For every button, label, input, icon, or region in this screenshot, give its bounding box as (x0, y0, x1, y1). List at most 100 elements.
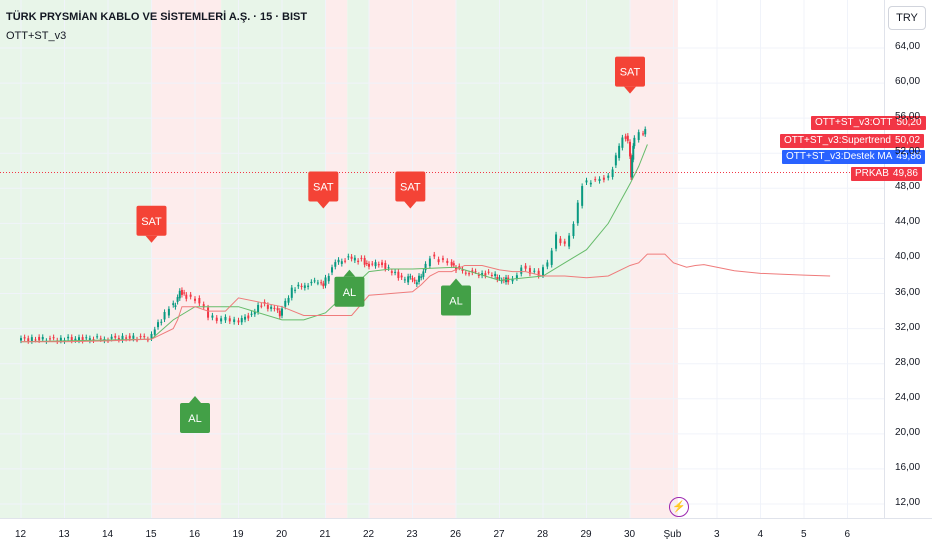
candle-body (294, 289, 297, 291)
candle-body (273, 307, 276, 309)
x-tick-label: 21 (319, 529, 331, 540)
candle-body (284, 300, 287, 307)
candle-body (618, 145, 621, 159)
candle-body (139, 336, 142, 338)
y-tick-label: 40,00 (895, 251, 921, 263)
y-tick-label: 64,00 (895, 41, 921, 52)
y-tick-label: 28,00 (895, 356, 921, 368)
candle-body (70, 337, 73, 341)
candle-body (471, 270, 474, 273)
currency-button[interactable]: TRY (888, 6, 926, 30)
candle-body (52, 337, 55, 339)
candle-body (611, 169, 614, 177)
candle-body (49, 338, 51, 340)
candle-body (74, 338, 77, 341)
candle-body (167, 308, 170, 316)
candle-body (458, 266, 461, 268)
candle-body (300, 285, 303, 288)
candle-body (178, 290, 181, 299)
candle-body (331, 267, 334, 273)
candle-body (477, 274, 480, 276)
symbol-title: TÜRK PRYSMİAN KABLO VE SİSTEMLERİ A.Ş. ·… (6, 11, 308, 23)
price-label-prkab: PRKAB 49,86 (851, 167, 922, 181)
y-tick-label: 56,00 (895, 111, 921, 123)
candle-body (185, 294, 188, 299)
candle-body (353, 257, 356, 261)
event-bolt-icon[interactable]: ⚡ (669, 497, 689, 517)
candle-body (183, 292, 186, 294)
candle-body (433, 254, 436, 257)
buy-zone-band (221, 0, 326, 518)
candle-body (337, 259, 340, 263)
candle-body (621, 137, 624, 148)
candle-body (316, 282, 319, 284)
candle-body (278, 310, 281, 317)
y-tick-label: 12,00 (895, 497, 921, 508)
candle-body (310, 281, 313, 284)
candle-body (559, 238, 562, 244)
x-tick-label: 16 (189, 529, 201, 540)
sell-signal-label: SAT (615, 56, 645, 94)
candle-body (189, 294, 192, 297)
candle-body (415, 282, 418, 285)
buy-signal-label: AL (180, 396, 210, 434)
candle-body (511, 278, 514, 282)
candle-body (403, 279, 406, 281)
signal-text: AL (188, 413, 201, 425)
candle-body (484, 273, 487, 276)
candle-body (180, 289, 183, 295)
candle-body (281, 308, 283, 316)
x-tick-label: 19 (232, 529, 244, 540)
candle-body (644, 129, 647, 135)
candle-body (81, 337, 84, 341)
candle-body (572, 223, 575, 237)
candle-body (146, 339, 149, 341)
candle-body (528, 268, 531, 274)
candle-body (290, 287, 293, 298)
y-tick-label: 44,00 (895, 216, 921, 228)
x-tick-label: 6 (844, 529, 851, 540)
candle-body (581, 186, 584, 206)
candle-body (215, 317, 218, 321)
candle-body (422, 271, 425, 277)
x-tick-label: 4 (757, 529, 764, 540)
candle-body (481, 273, 484, 276)
candle-body (614, 155, 617, 166)
x-tick-label: 15 (145, 529, 157, 540)
candle-body (270, 306, 273, 309)
candle-body (344, 260, 347, 262)
candle-body (598, 178, 601, 182)
y-tick-label: 32,00 (895, 321, 921, 333)
candle-body (537, 270, 540, 276)
candle-body (384, 262, 387, 269)
candle-body (247, 315, 250, 319)
candle-body (407, 276, 410, 283)
candle-body (397, 271, 400, 279)
candle-body (594, 179, 597, 181)
candle-body (441, 258, 444, 260)
candle-body (110, 336, 113, 339)
signal-pointer (404, 201, 417, 209)
candle-body (390, 271, 393, 273)
candle-body (374, 262, 377, 267)
candle-body (576, 202, 579, 224)
y-tick-label: 24,00 (895, 391, 921, 403)
indicator-name[interactable]: OTT+ST_v3 (6, 30, 67, 42)
candle-body (542, 267, 544, 276)
candle-body (85, 337, 88, 339)
signal-text: SAT (141, 216, 162, 228)
signal-pointer (145, 235, 158, 243)
candle-body (633, 137, 636, 147)
candle-body (626, 135, 629, 141)
candle-body (324, 277, 327, 286)
candle-body (437, 259, 440, 263)
candle-body (418, 275, 421, 282)
candle-body (121, 335, 124, 341)
candle-body (160, 321, 163, 323)
candle-body (78, 337, 80, 341)
candle-body (357, 260, 360, 262)
candle-body (276, 308, 279, 311)
candle-body (371, 263, 374, 265)
candle-body (34, 339, 37, 341)
